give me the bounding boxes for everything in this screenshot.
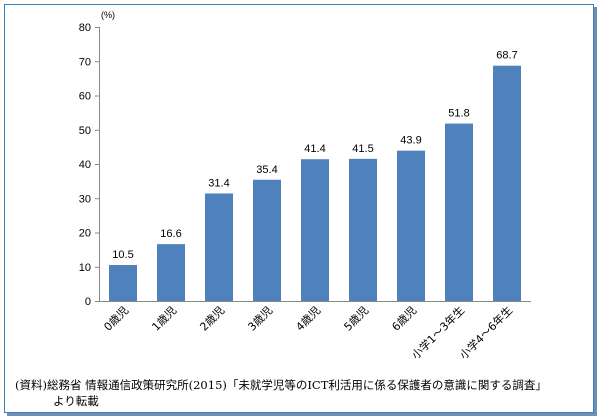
- source-caption: (資料)総務省 情報通信政策研究所(2015)「未就学児等のICT利活用に係る保…: [15, 377, 593, 409]
- data-label: 43.9: [400, 135, 421, 147]
- data-labels: 10.5 16.6 31.4 35.4 41.4 41.5 43.9 51.8 68.7: [112, 50, 517, 261]
- data-label: 10.5: [112, 249, 133, 261]
- bar: [493, 65, 521, 301]
- data-label: 41.5: [352, 143, 373, 155]
- y-tick-label: 10: [79, 262, 91, 274]
- y-tick-label: 40: [79, 159, 91, 171]
- category-label: 2歳児: [197, 304, 227, 334]
- bars: [109, 65, 521, 302]
- category-label: 1歳児: [149, 304, 179, 334]
- y-axis-unit: (%): [101, 10, 115, 20]
- y-tick-label: 60: [79, 91, 91, 103]
- y-tick-label: 0: [85, 296, 91, 308]
- caption-line-2: より転載: [53, 394, 99, 408]
- bar: [349, 158, 377, 301]
- bar-chart: 0 10 20 30 40 50 60 70 80 10.5 16.6 31.4 35.4 41.4 41…: [79, 10, 531, 362]
- y-tick-label: 30: [79, 193, 91, 205]
- figure-frame: 0 10 20 30 40 50 60 70 80 10.5 16.6 31.4 35.4 41.4 41…: [4, 4, 594, 413]
- category-label: 6歳児: [389, 304, 419, 334]
- category-label: 0歳児: [101, 304, 131, 334]
- data-label: 41.4: [304, 143, 325, 155]
- bar: [397, 150, 425, 301]
- y-tick-label: 20: [79, 228, 91, 240]
- y-tick-label: 50: [79, 125, 91, 137]
- data-label: 51.8: [448, 108, 469, 120]
- bar: [253, 179, 281, 301]
- bar: [445, 123, 473, 302]
- bar: [205, 193, 233, 301]
- y-tick-label: 70: [79, 56, 91, 68]
- bar: [301, 159, 329, 301]
- data-label: 68.7: [496, 50, 517, 62]
- y-tick-label: 80: [79, 22, 91, 34]
- bar: [157, 244, 185, 301]
- caption-line-1: (資料)総務省 情報通信政策研究所(2015)「未就学児等のICT利活用に係る保…: [15, 378, 547, 392]
- category-label: 4歳児: [293, 304, 323, 334]
- data-label: 31.4: [208, 177, 229, 189]
- data-label: 35.4: [256, 164, 277, 176]
- category-label: 5歳児: [341, 304, 371, 334]
- bar: [109, 265, 137, 301]
- data-label: 16.6: [160, 228, 181, 240]
- y-axis-ticks: 0 10 20 30 40 50 60 70 80: [79, 22, 99, 308]
- category-label: 3歳児: [245, 304, 275, 334]
